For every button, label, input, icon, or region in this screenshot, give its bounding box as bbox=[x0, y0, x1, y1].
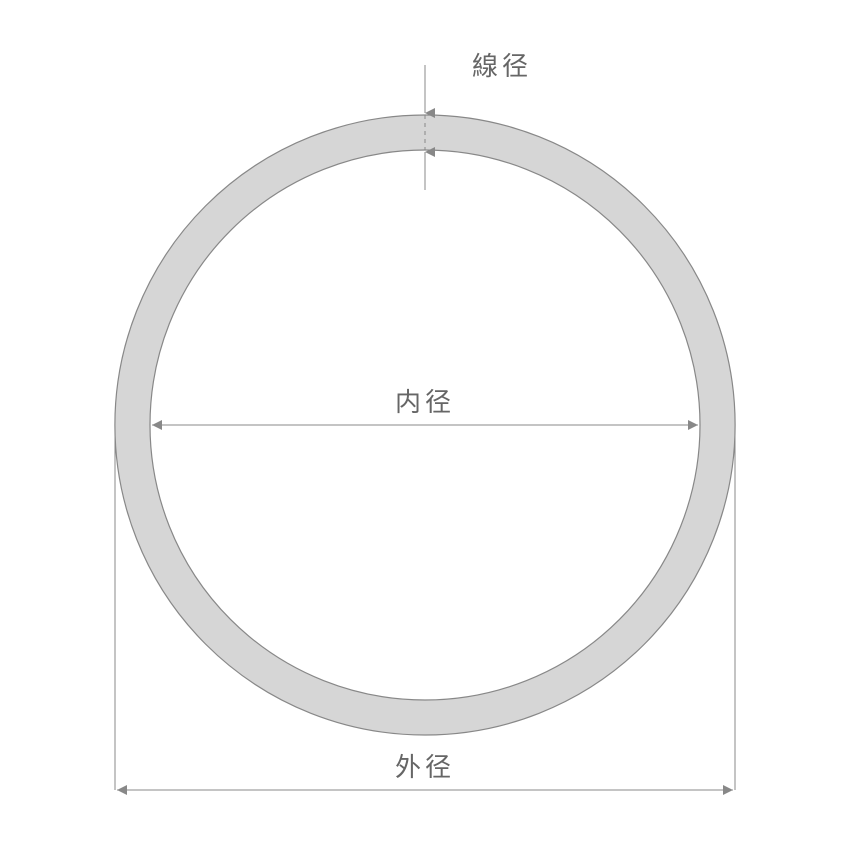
label-inner-diameter: 内径 bbox=[395, 387, 455, 417]
label-outer-diameter: 外径 bbox=[395, 752, 455, 782]
label-wire-diameter: 線径 bbox=[472, 51, 532, 81]
ring-dimension-diagram: 外径 内径 線径 bbox=[0, 0, 850, 850]
